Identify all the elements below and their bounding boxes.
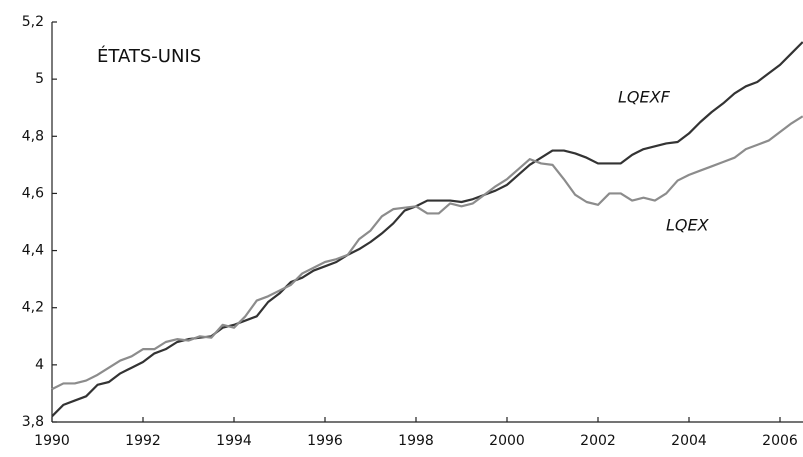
x-tick-label: 2000 (489, 433, 525, 449)
y-tick-label: 4 (35, 357, 44, 373)
series-label: LQEXF (618, 88, 671, 107)
y-tick-label: 4,6 (22, 185, 44, 201)
y-tick-label: 5,2 (22, 14, 44, 30)
y-tick-label: 4,8 (22, 128, 44, 144)
y-tick-label: 4,4 (22, 243, 44, 259)
y-tick-label: 4,2 (22, 300, 44, 316)
chart-title: ÉTATS-UNIS (97, 45, 201, 67)
y-tick-label: 5 (35, 71, 44, 87)
line-series (51, 41, 803, 418)
x-tick-label: 2004 (671, 433, 707, 449)
line-series (51, 115, 803, 391)
y-tick-label: 3,8 (22, 414, 44, 430)
x-tick-label: 2002 (580, 433, 616, 449)
x-tick-label: 1998 (398, 433, 434, 449)
x-tick-label: 1990 (34, 433, 70, 449)
series-label: LQEX (666, 216, 710, 235)
x-tick-label: 1996 (307, 433, 343, 449)
x-tick-label: 2006 (762, 433, 798, 449)
x-tick-label: 1994 (216, 433, 252, 449)
x-tick-label: 1992 (125, 433, 161, 449)
